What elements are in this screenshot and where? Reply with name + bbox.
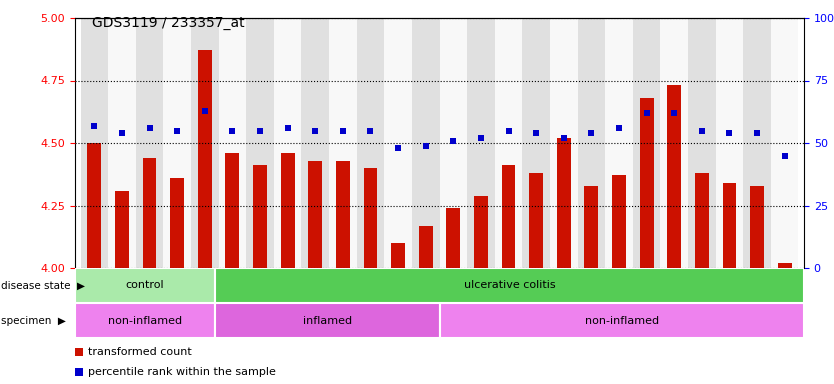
Bar [446, 208, 460, 268]
Bar [501, 166, 515, 268]
Text: transformed count: transformed count [88, 347, 192, 358]
Text: inflamed: inflamed [303, 316, 352, 326]
Bar [522, 18, 550, 268]
Bar [412, 18, 440, 268]
Text: percentile rank within the sample: percentile rank within the sample [88, 367, 275, 377]
Bar [661, 18, 688, 268]
Bar [640, 98, 654, 268]
Bar [301, 18, 329, 268]
Bar [585, 185, 598, 268]
Bar [467, 18, 495, 268]
Bar [253, 166, 267, 268]
Bar [136, 18, 163, 268]
Bar [357, 18, 384, 268]
Bar [688, 18, 716, 268]
Bar [495, 18, 522, 268]
Bar [88, 143, 101, 268]
Bar [364, 168, 377, 268]
Bar [246, 18, 274, 268]
Text: disease state  ▶: disease state ▶ [1, 280, 85, 291]
Bar [750, 185, 764, 268]
Bar [578, 18, 605, 268]
Bar [191, 18, 219, 268]
Bar [667, 86, 681, 268]
Bar [695, 173, 709, 268]
Text: non-inflamed: non-inflamed [108, 316, 182, 326]
Bar [215, 303, 440, 338]
Bar [215, 268, 804, 303]
Bar [143, 158, 157, 268]
Bar [336, 161, 349, 268]
Bar [75, 268, 215, 303]
Bar [743, 18, 771, 268]
Bar [778, 263, 791, 268]
Text: control: control [126, 280, 164, 291]
Bar [329, 18, 357, 268]
Bar [219, 18, 246, 268]
Bar [612, 175, 626, 268]
Text: specimen  ▶: specimen ▶ [1, 316, 66, 326]
Bar [771, 18, 798, 268]
Bar [440, 18, 467, 268]
Text: non-inflamed: non-inflamed [585, 316, 659, 326]
Bar [605, 18, 633, 268]
Bar [550, 18, 578, 268]
Bar [633, 18, 661, 268]
Bar [108, 18, 136, 268]
Bar [530, 173, 543, 268]
Bar [274, 18, 301, 268]
Bar [474, 195, 488, 268]
Bar [281, 153, 294, 268]
Text: ulcerative colitis: ulcerative colitis [464, 280, 555, 291]
Bar [722, 183, 736, 268]
Text: GDS3119 / 233357_at: GDS3119 / 233357_at [92, 16, 244, 30]
Bar [198, 51, 212, 268]
Bar [419, 225, 433, 268]
Bar [170, 178, 184, 268]
Bar [115, 190, 128, 268]
Bar [225, 153, 239, 268]
Bar [440, 303, 804, 338]
Bar [391, 243, 405, 268]
Bar [716, 18, 743, 268]
Bar [163, 18, 191, 268]
Bar [81, 18, 108, 268]
Bar [75, 303, 215, 338]
Bar [309, 161, 322, 268]
Bar [557, 138, 570, 268]
Bar [384, 18, 412, 268]
